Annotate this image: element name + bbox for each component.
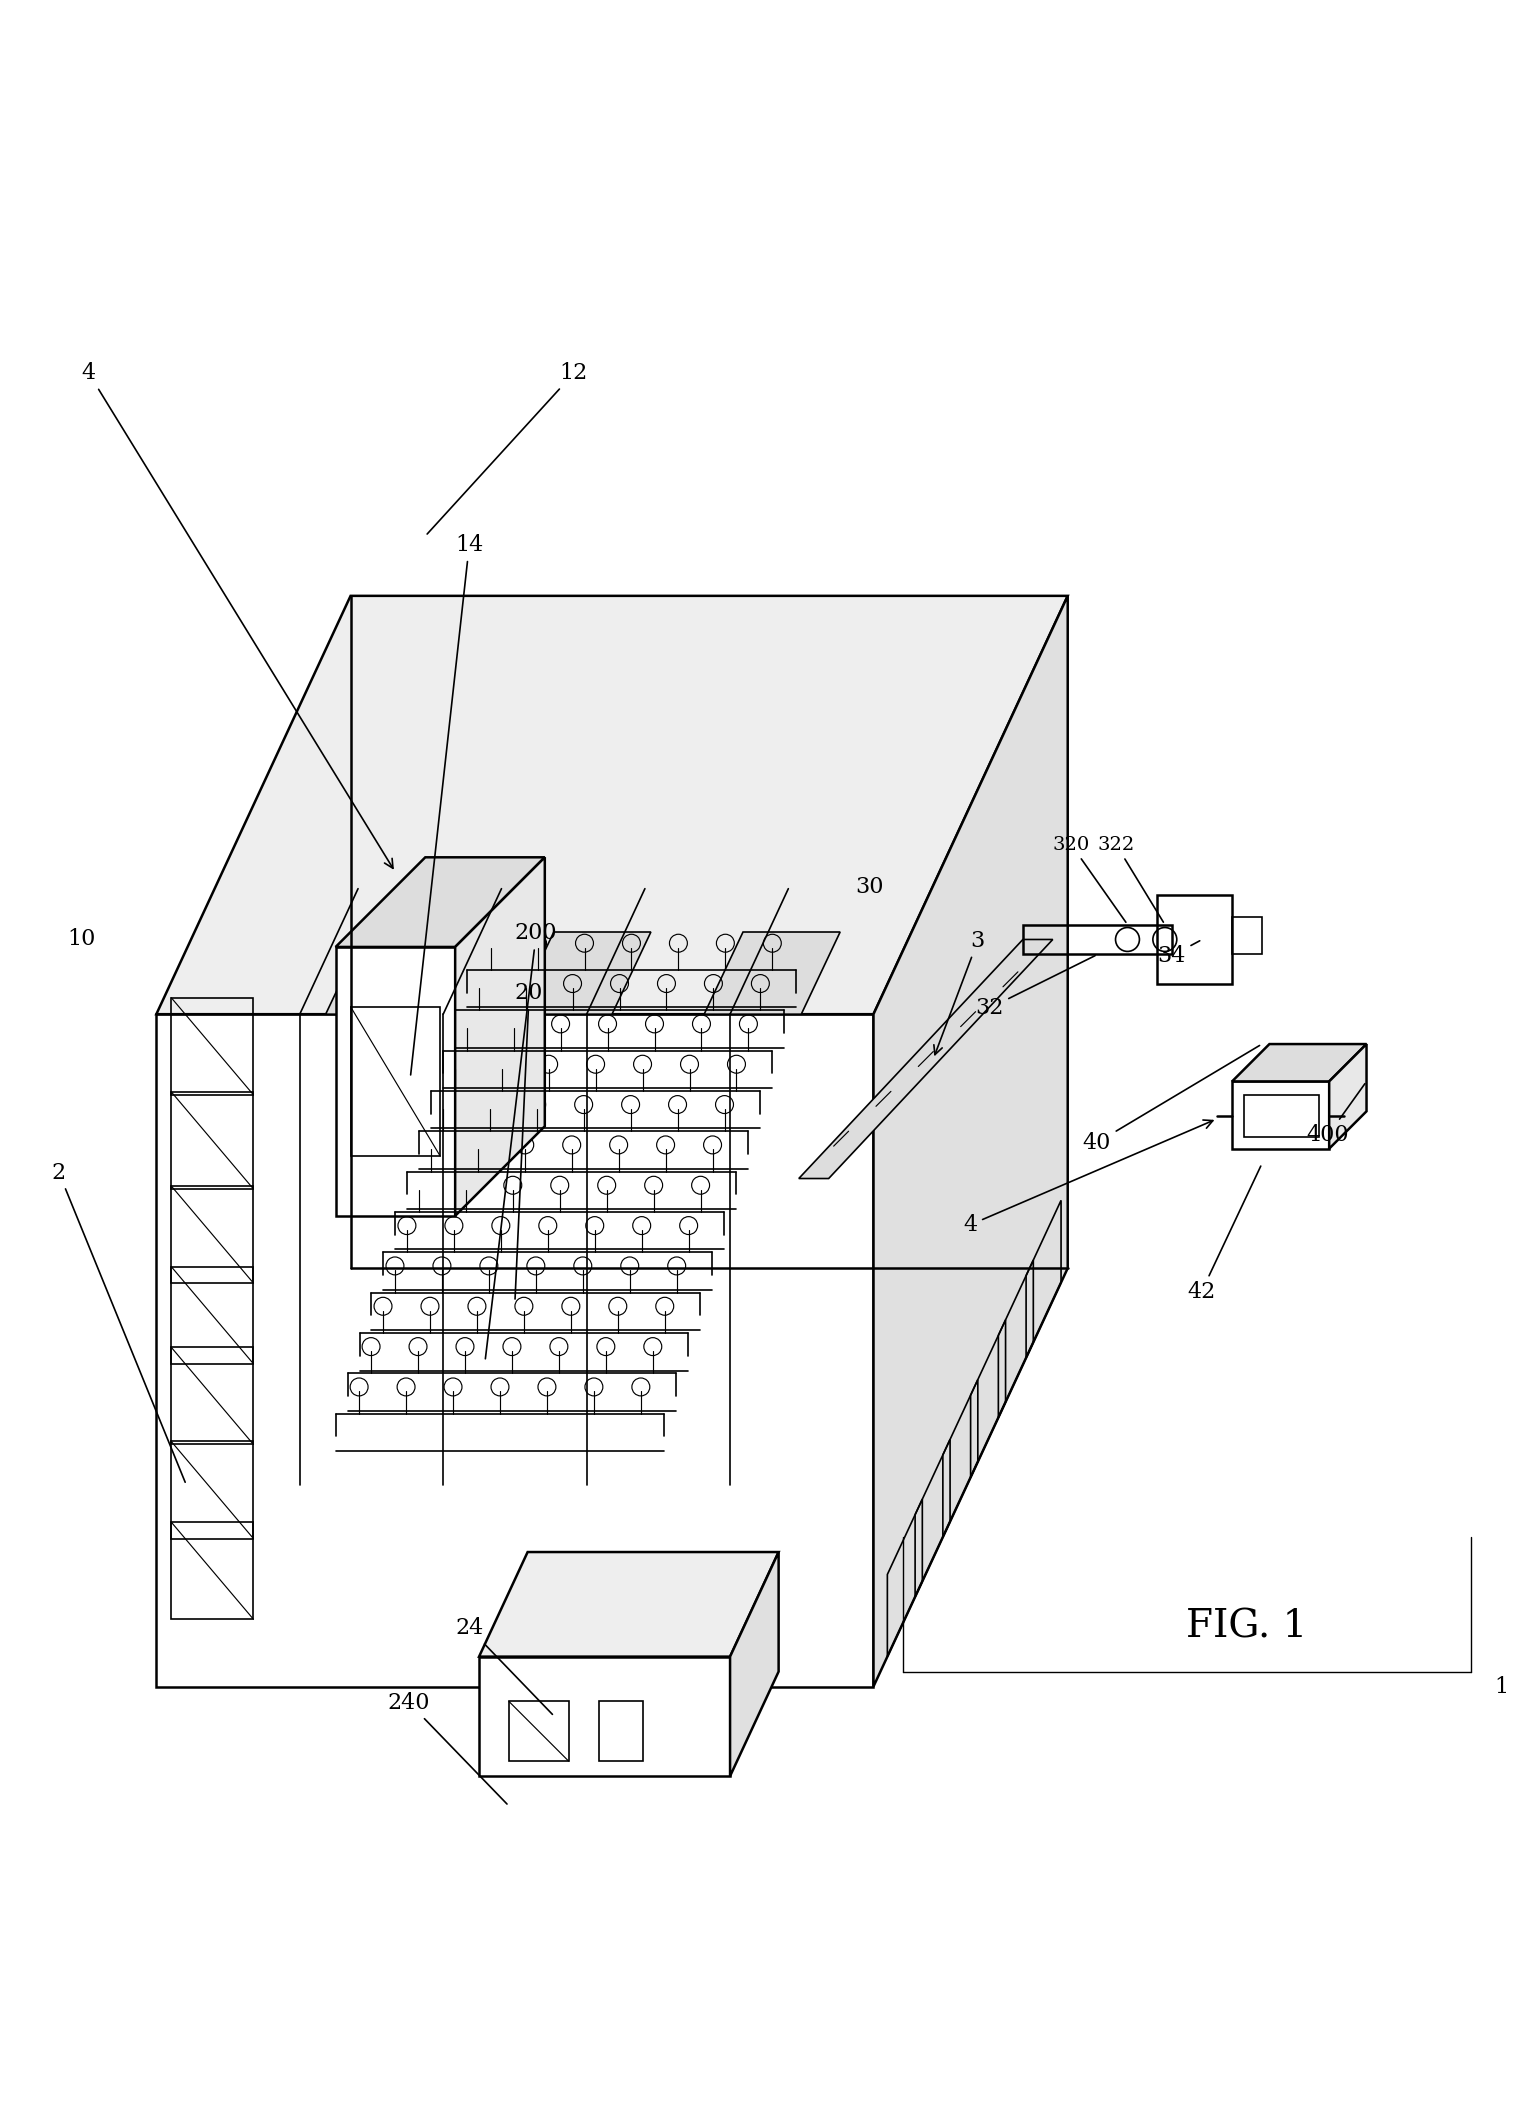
Text: 20: 20 [515, 983, 544, 1298]
Polygon shape [1329, 1044, 1367, 1148]
Polygon shape [454, 858, 545, 1216]
Text: 12: 12 [427, 362, 588, 534]
Polygon shape [336, 858, 545, 947]
Bar [509, 1701, 568, 1762]
Text: 42: 42 [1188, 1167, 1260, 1303]
Polygon shape [515, 932, 651, 1015]
Bar [479, 1656, 730, 1777]
Text: 24: 24 [454, 1618, 553, 1713]
Bar [171, 1347, 253, 1444]
Bar [171, 1267, 253, 1364]
Polygon shape [730, 1552, 779, 1777]
Bar [171, 1442, 253, 1538]
Bar [598, 1701, 644, 1762]
Polygon shape [704, 932, 841, 1015]
Text: 10: 10 [68, 928, 95, 951]
Polygon shape [874, 595, 1068, 1686]
Text: 322: 322 [1097, 837, 1164, 921]
Bar [1232, 917, 1262, 955]
Text: 200: 200 [485, 923, 558, 1360]
Text: 4: 4 [964, 1120, 1214, 1235]
Bar [171, 998, 253, 1095]
Polygon shape [336, 947, 454, 1216]
Polygon shape [326, 932, 462, 1015]
Bar [171, 1093, 253, 1188]
Bar [171, 1523, 253, 1620]
Text: 4: 4 [82, 362, 392, 868]
Polygon shape [156, 1015, 874, 1686]
Text: 14: 14 [411, 534, 483, 1076]
Bar [350, 1006, 441, 1156]
Text: 240: 240 [388, 1692, 508, 1805]
Text: 320: 320 [1053, 837, 1126, 921]
Polygon shape [798, 940, 1053, 1178]
Text: 1: 1 [1494, 1675, 1507, 1697]
Text: 34: 34 [1157, 940, 1200, 968]
Polygon shape [1232, 1082, 1329, 1148]
Polygon shape [1232, 1044, 1367, 1082]
Polygon shape [156, 595, 1068, 1015]
Polygon shape [479, 1552, 779, 1656]
Text: FIG. 1: FIG. 1 [1186, 1608, 1307, 1646]
Text: 2: 2 [52, 1161, 185, 1483]
Text: 3: 3 [933, 930, 985, 1055]
Text: 30: 30 [854, 877, 883, 898]
Text: 40: 40 [1083, 1046, 1259, 1154]
Bar [1244, 1095, 1318, 1137]
Bar [171, 1186, 253, 1284]
Text: 400: 400 [1307, 1084, 1365, 1146]
Text: 32: 32 [976, 955, 1095, 1019]
